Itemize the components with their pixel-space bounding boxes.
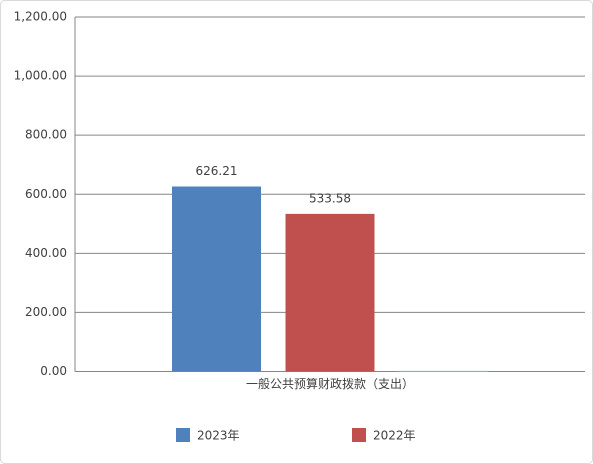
legend-swatch bbox=[352, 428, 366, 442]
bar bbox=[285, 213, 375, 372]
data-label: 533.58 bbox=[309, 191, 351, 205]
x-tick-label: 一般公共预算财政拨款（支出） bbox=[246, 376, 414, 391]
legend-label: 2023年 bbox=[197, 429, 240, 443]
legend-label: 2022年 bbox=[373, 429, 416, 443]
bar bbox=[399, 370, 488, 372]
bar bbox=[172, 186, 261, 372]
y-tick-label: 1,000.00 bbox=[14, 69, 67, 83]
y-tick-label: 400.00 bbox=[25, 246, 67, 260]
y-tick-label: 600.00 bbox=[25, 187, 67, 201]
y-tick-label: 200.00 bbox=[25, 305, 67, 319]
y-tick-label: 0.00 bbox=[40, 364, 67, 378]
legend-swatch bbox=[176, 428, 190, 442]
y-tick-label: 800.00 bbox=[25, 128, 67, 142]
y-tick-label: 1,200.00 bbox=[14, 10, 67, 24]
data-label: 626.21 bbox=[196, 164, 238, 178]
